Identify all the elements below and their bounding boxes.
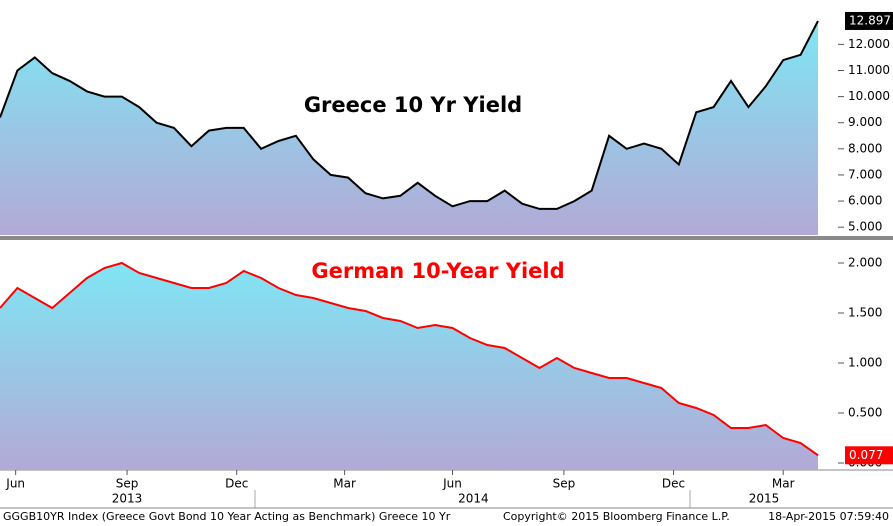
x-year-label: 2013: [112, 492, 143, 506]
x-tick-label: Jun: [5, 477, 25, 491]
x-tick-label: Mar: [772, 477, 795, 491]
y-tick-label: 0.500: [848, 406, 882, 420]
last-value-box: [845, 11, 893, 30]
x-tick-label: Dec: [225, 477, 248, 491]
y-tick-label: 5.000: [848, 220, 882, 234]
y-tick-label: 8.000: [848, 141, 882, 155]
y-tick-label: 6.000: [848, 194, 882, 208]
footer-timestamp: 18-Apr-2015 07:59:40: [768, 510, 889, 523]
area-fill: [0, 21, 818, 235]
y-tick-label: 2.000: [848, 256, 882, 270]
y-tick-label: 1.500: [848, 306, 882, 320]
x-tick-label: Sep: [553, 477, 576, 491]
panel-title: German 10-Year Yield: [311, 259, 564, 283]
line: [0, 261, 819, 457]
footer-copyright: Copyright© 2015 Bloomberg Finance L.P.: [503, 510, 730, 523]
x-tick-label: Jun: [442, 477, 462, 491]
last-value-label: 0.077: [849, 448, 883, 462]
panel-title: Greece 10 Yr Yield: [304, 93, 522, 117]
y-tick-label: 9.000: [848, 115, 882, 129]
panel-separator: [0, 236, 893, 240]
y-tick-label: 10.000: [848, 89, 890, 103]
area-fill: [0, 263, 818, 470]
last-value-label: 12.897: [849, 13, 891, 27]
x-tick-label: Sep: [116, 477, 139, 491]
y-tick-label: 1.000: [848, 356, 882, 370]
x-tick-label: Dec: [662, 477, 685, 491]
y-tick-label: 12.000: [848, 37, 890, 51]
footer-source: GGGB10YR Index (Greece Govt Bond 10 Year…: [3, 510, 451, 523]
line: [0, 20, 819, 210]
last-value-box: [845, 446, 893, 465]
x-year-label: 2015: [749, 492, 780, 506]
y-tick-label: 11.000: [848, 63, 890, 77]
x-year-label: 2014: [458, 492, 489, 506]
y-tick-label: 7.000: [848, 167, 882, 181]
x-tick-label: Mar: [333, 477, 356, 491]
